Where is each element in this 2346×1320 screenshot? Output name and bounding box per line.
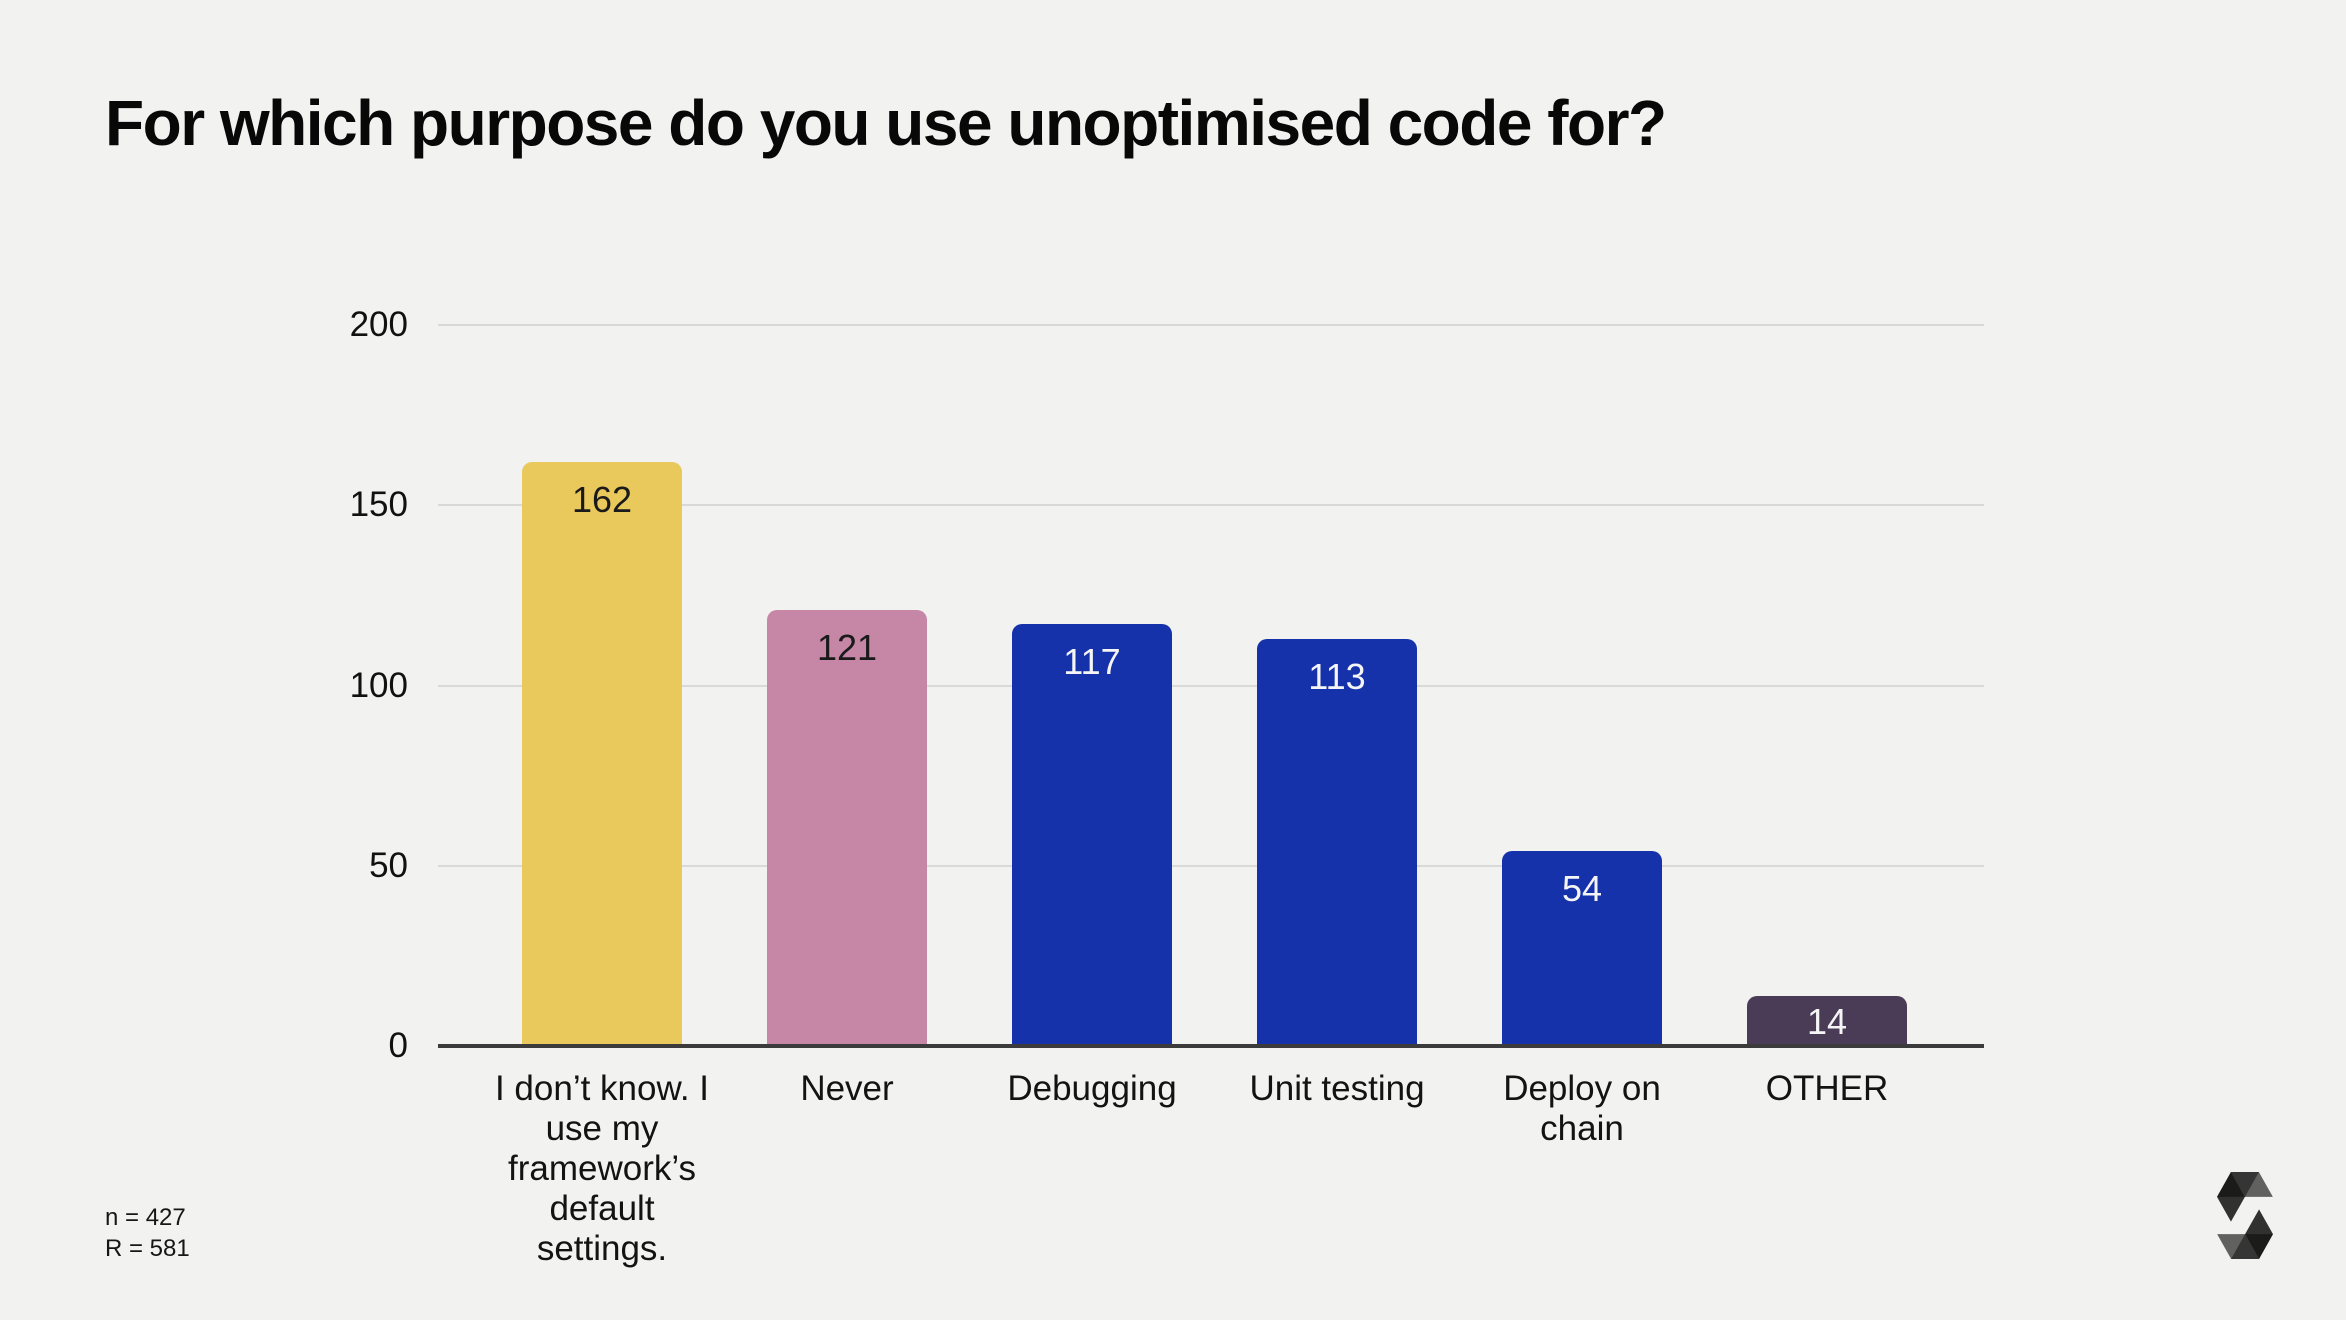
bar-unit-testing: 113	[1257, 638, 1417, 1046]
chart-title: For which purpose do you use unoptimised…	[105, 87, 1667, 159]
bar-never: 121	[767, 609, 927, 1046]
bar-value-label: 162	[571, 479, 633, 520]
r-count: R = 581	[105, 1235, 190, 1262]
x-axis-category-label: Never	[800, 1069, 894, 1108]
solidity-logo-icon	[2217, 1172, 2273, 1259]
x-axis-category-label: I don’t know. I use my framework’s defau…	[494, 1069, 710, 1268]
x-axis-category-label: Debugging	[1007, 1069, 1177, 1108]
x-axis-category-label: OTHER	[1765, 1069, 1889, 1108]
gridline-200	[438, 324, 1984, 326]
y-axis-tick-0: 0	[388, 1026, 408, 1065]
y-axis-tick-100: 100	[349, 665, 408, 705]
gridline-50	[438, 864, 1984, 867]
bar-debugging: 117	[1012, 624, 1172, 1046]
y-axis-tick-50: 50	[369, 845, 408, 885]
bar-value-label: 54	[1561, 868, 1603, 910]
y-axis-tick-200: 200	[349, 305, 408, 344]
bar-i-don-t-know-i-use-my-framework-s-default-settings: 162	[522, 462, 682, 1046]
bar-value-label: 113	[1308, 655, 1366, 697]
gridline-100	[438, 684, 1984, 687]
y-axis-tick-150: 150	[349, 485, 408, 525]
bar-value-label: 14	[1806, 1000, 1848, 1042]
bar-deploy-on-chain: 54	[1502, 851, 1662, 1046]
sample-size-note: n = 427 R = 581	[105, 1202, 190, 1264]
x-axis-line	[438, 1044, 1984, 1048]
gridline-150	[438, 504, 1984, 507]
n-count: n = 427	[105, 1204, 186, 1231]
bar-value-label: 117	[1063, 641, 1121, 683]
bar-chart-plot-area: 0 50 100 150 200 162 I don’t know. I use my fr…	[350, 305, 1984, 1268]
x-axis-category-label: Deploy on chain	[1503, 1069, 1661, 1148]
x-axis-category-label: Unit testing	[1249, 1069, 1425, 1108]
bar-other: 14	[1747, 995, 1907, 1046]
bar-value-label: 121	[816, 626, 878, 668]
